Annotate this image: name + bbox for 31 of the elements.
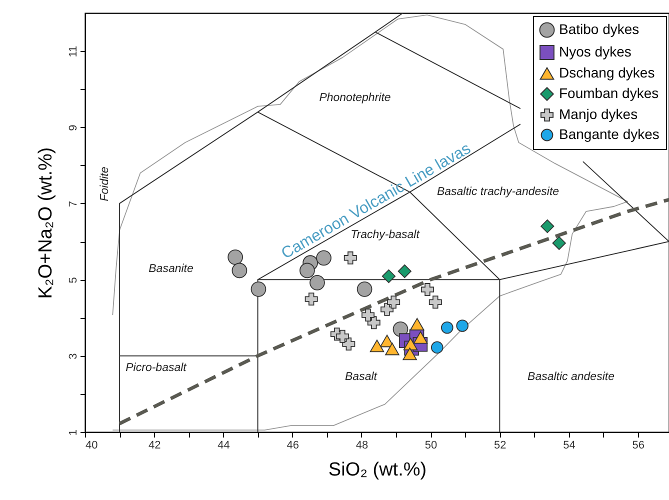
legend-label: Nyos dykes xyxy=(559,44,632,60)
x-tick-label: 56 xyxy=(632,440,645,452)
y-tick-label: 1 xyxy=(68,429,80,436)
y-tick-label: 5 xyxy=(68,277,80,284)
y-axis-title: K₂O+Na₂O (wt.%) xyxy=(36,147,56,299)
annotation: Phonotephrite xyxy=(319,92,391,104)
y-tick-label: 11 xyxy=(68,46,80,58)
annotation: Basaltic trachy-andesite xyxy=(436,186,560,198)
x-tick-label: 50 xyxy=(424,440,438,452)
y-tick-label: 9 xyxy=(68,124,80,131)
legend-label: Dschang dykes xyxy=(559,64,655,80)
annotation: Trachy-basalt xyxy=(350,229,420,241)
annotation: Basanite xyxy=(148,263,194,275)
annotation: Picro-basalt xyxy=(126,362,188,374)
x-tick-label: 48 xyxy=(356,440,368,452)
x-axis-title: SiO₂ (wt.%) xyxy=(328,460,427,480)
y-tick-label: 3 xyxy=(68,353,80,360)
x-tick-label: 46 xyxy=(286,440,299,452)
x-tick-label: 44 xyxy=(218,440,230,452)
x-tick-label: 52 xyxy=(494,440,506,452)
legend-label: Bangante dykes xyxy=(559,126,660,142)
legend-label: Batibo dykes xyxy=(559,21,640,37)
legend-label: Foumban dykes xyxy=(559,85,659,101)
x-tick-label: 42 xyxy=(148,440,161,452)
x-tick-label: 40 xyxy=(86,440,98,452)
legend-label: Manjo dykes xyxy=(559,106,638,122)
annotation: Basalt xyxy=(345,371,378,383)
x-tick-label: 54 xyxy=(563,440,576,452)
annotation: Basaltic andesite xyxy=(528,371,614,383)
y-tick-label: 7 xyxy=(68,200,80,208)
annotation: Foidite xyxy=(99,166,111,202)
